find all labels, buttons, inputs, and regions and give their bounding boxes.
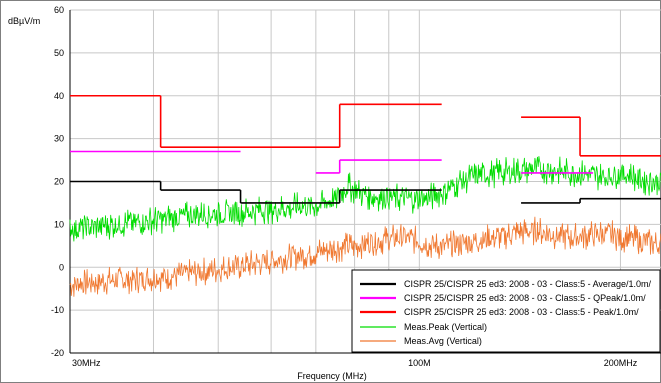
legend-label: CISPR 25/CISPR 25 ed3: 2008 - 03 - Class… xyxy=(404,293,646,303)
y-tick-label: 50 xyxy=(54,48,64,58)
series-layer xyxy=(69,94,661,297)
y-tick-label: 30 xyxy=(54,134,64,144)
series-qpeak-limit xyxy=(70,150,594,174)
x-axis-label: Frequency (MHz) xyxy=(297,371,367,381)
series-average-limit xyxy=(70,180,661,204)
y-axis-label: dBµV/m xyxy=(8,16,40,26)
y-tick-label: 40 xyxy=(54,91,64,101)
legend: CISPR 25/CISPR 25 ed3: 2008 - 03 - Class… xyxy=(351,269,661,353)
legend-box xyxy=(351,269,661,353)
x-tick-label: 200MHz xyxy=(604,358,638,368)
y-tick-label: 0 xyxy=(59,262,64,272)
y-tick-label: 10 xyxy=(54,219,64,229)
axis-ticks: -20 -10 0 10 20 30 40 50 60 30MHz 100M 200MHz xyxy=(51,5,638,368)
legend-label: Meas.Avg (Vertical) xyxy=(404,336,482,346)
x-tick-label: 100M xyxy=(408,358,431,368)
legend-label: CISPR 25/CISPR 25 ed3: 2008 - 03 - Class… xyxy=(404,279,651,289)
y-tick-label: -10 xyxy=(51,305,64,315)
series-meas-peak xyxy=(69,156,661,242)
series-meas-avg xyxy=(69,216,661,297)
x-tick-label: 30MHz xyxy=(72,358,101,368)
series-peak-limit xyxy=(70,94,661,157)
legend-label: CISPR 25/CISPR 25 ed3: 2008 - 03 - Class… xyxy=(404,307,639,317)
y-tick-label: 20 xyxy=(54,177,64,187)
y-tick-label: 60 xyxy=(54,5,64,15)
legend-label: Meas.Peak (Vertical) xyxy=(404,322,487,332)
y-tick-label: -20 xyxy=(51,348,64,358)
